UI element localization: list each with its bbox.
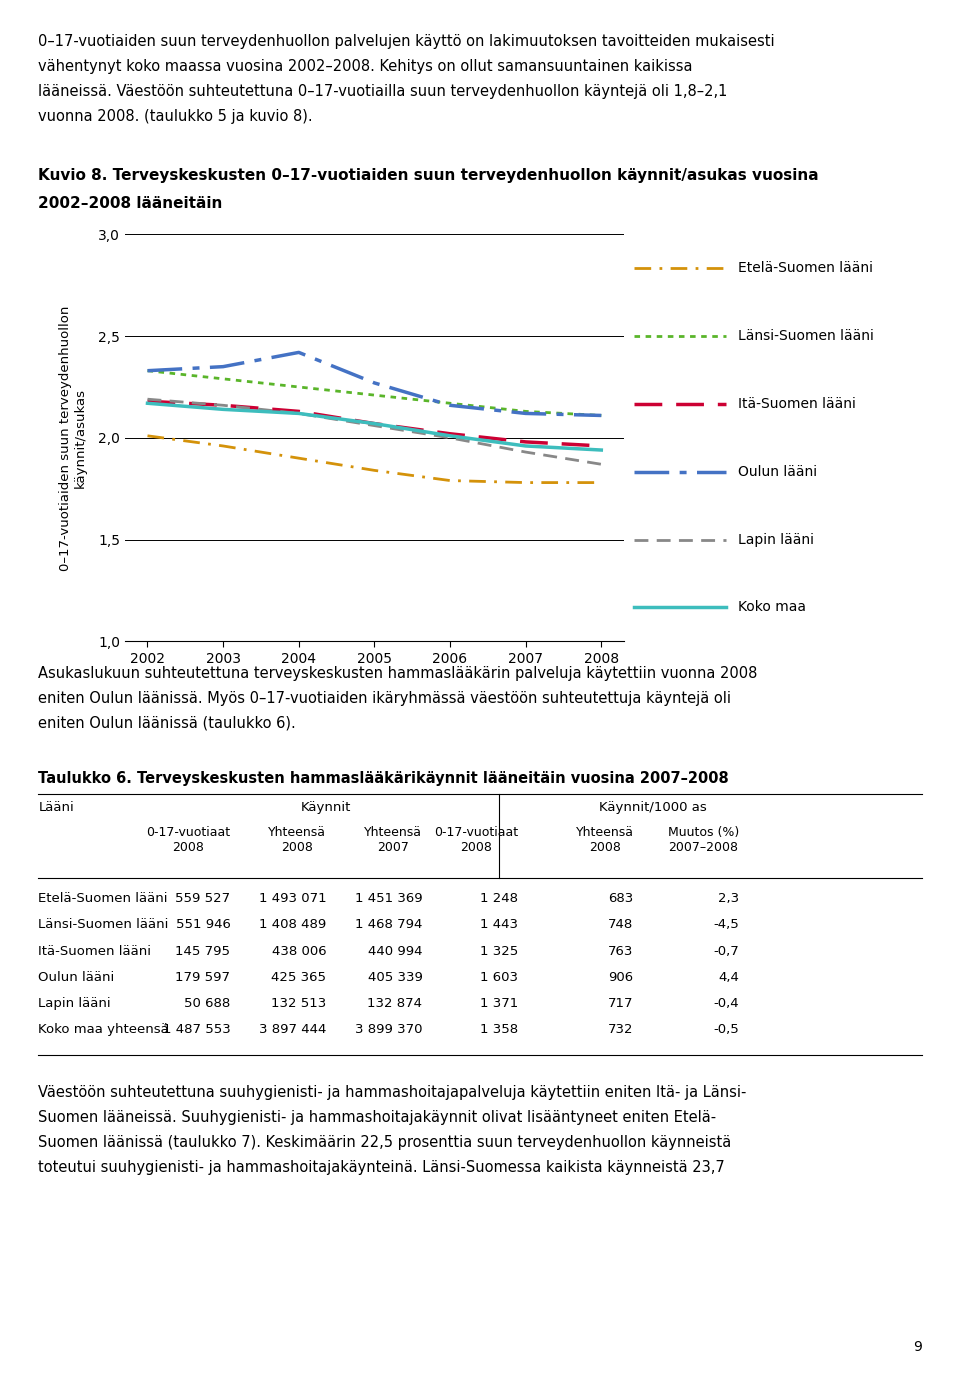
Text: Länsi-Suomen lääni: Länsi-Suomen lääni <box>738 330 874 343</box>
Y-axis label: 0–17-vuotiaiden suun terveydenhuollon
käynnit/asukas: 0–17-vuotiaiden suun terveydenhuollon kä… <box>59 305 86 571</box>
Text: -4,5: -4,5 <box>713 918 739 931</box>
Text: Väestöön suhteutettuna suuhygienisti- ja hammashoitajapalveluja käytettiin enite: Väestöön suhteutettuna suuhygienisti- ja… <box>38 1085 747 1100</box>
Text: 425 365: 425 365 <box>272 971 326 983</box>
Text: 405 339: 405 339 <box>368 971 422 983</box>
Text: Asukaslukuun suhteutettuna terveyskeskusten hammaslääkärin palveluja käytettiin : Asukaslukuun suhteutettuna terveyskeskus… <box>38 666 757 681</box>
Text: Koko maa: Koko maa <box>738 600 806 614</box>
Text: Etelä-Suomen lääni: Etelä-Suomen lääni <box>738 262 873 276</box>
Text: 717: 717 <box>608 997 634 1009</box>
Text: 438 006: 438 006 <box>272 945 326 957</box>
Text: Kuvio 8. Terveyskeskusten 0–17-vuotiaiden suun terveydenhuollon käynnit/asukas v: Kuvio 8. Terveyskeskusten 0–17-vuotiaide… <box>38 168 819 183</box>
Text: Lapin lääni: Lapin lääni <box>38 997 111 1009</box>
Text: 1 358: 1 358 <box>480 1023 518 1036</box>
Text: -0,5: -0,5 <box>713 1023 739 1036</box>
Text: 3 897 444: 3 897 444 <box>259 1023 326 1036</box>
Text: vuonna 2008. (taulukko 5 ja kuvio 8).: vuonna 2008. (taulukko 5 ja kuvio 8). <box>38 109 313 124</box>
Text: Yhteensä
2008: Yhteensä 2008 <box>576 826 634 854</box>
Text: Käynnit/1000 as: Käynnit/1000 as <box>599 801 707 814</box>
Text: Oulun lääni: Oulun lääni <box>738 465 817 479</box>
Text: -0,4: -0,4 <box>713 997 739 1009</box>
Text: -0,7: -0,7 <box>713 945 739 957</box>
Text: Itä-Suomen lääni: Itä-Suomen lääni <box>38 945 152 957</box>
Text: 763: 763 <box>609 945 634 957</box>
Text: 1 493 071: 1 493 071 <box>259 892 326 905</box>
Text: Käynnit: Käynnit <box>301 801 351 814</box>
Text: Länsi-Suomen lääni: Länsi-Suomen lääni <box>38 918 169 931</box>
Text: Yhteensä
2007: Yhteensä 2007 <box>365 826 422 854</box>
Text: Lapin lääni: Lapin lääni <box>738 532 814 546</box>
Text: 1 408 489: 1 408 489 <box>259 918 326 931</box>
Text: 4,4: 4,4 <box>718 971 739 983</box>
Text: 132 874: 132 874 <box>368 997 422 1009</box>
Text: Muutos (%)
2007–2008: Muutos (%) 2007–2008 <box>668 826 739 854</box>
Text: 1 325: 1 325 <box>480 945 518 957</box>
Text: 906: 906 <box>609 971 634 983</box>
Text: 3 899 370: 3 899 370 <box>355 1023 422 1036</box>
Text: 9: 9 <box>913 1340 922 1354</box>
Text: 732: 732 <box>608 1023 634 1036</box>
Text: Oulun lääni: Oulun lääni <box>38 971 114 983</box>
Text: 440 994: 440 994 <box>368 945 422 957</box>
Text: Suomen lääneissä. Suuhygienisti- ja hammashoitajakäynnit olivat lisääntyneet eni: Suomen lääneissä. Suuhygienisti- ja hamm… <box>38 1110 716 1125</box>
Text: Taulukko 6. Terveyskeskusten hammaslääkärikäynnit lääneitäin vuosina 2007–2008: Taulukko 6. Terveyskeskusten hammaslääkä… <box>38 771 730 786</box>
Text: toteutui suuhygienisti- ja hammashoitajakäynteinä. Länsi-Suomessa kaikista käynn: toteutui suuhygienisti- ja hammashoitaja… <box>38 1160 725 1175</box>
Text: eniten Oulun läänissä. Myös 0–17-vuotiaiden ikäryhmässä väestöön suhteutettuja k: eniten Oulun läänissä. Myös 0–17-vuotiai… <box>38 691 732 706</box>
Text: lääneissä. Väestöön suhteutettuna 0–17-vuotiailla suun terveydenhuollon käyntejä: lääneissä. Väestöön suhteutettuna 0–17-v… <box>38 84 728 99</box>
Text: vähentynyt koko maassa vuosina 2002–2008. Kehitys on ollut samansuuntainen kaiki: vähentynyt koko maassa vuosina 2002–2008… <box>38 59 693 74</box>
Text: 179 597: 179 597 <box>176 971 230 983</box>
Text: Koko maa yhteensä: Koko maa yhteensä <box>38 1023 169 1036</box>
Text: 0-17-vuotiaat
2008: 0-17-vuotiaat 2008 <box>146 826 230 854</box>
Text: 748: 748 <box>609 918 634 931</box>
Text: 50 688: 50 688 <box>184 997 230 1009</box>
Text: 132 513: 132 513 <box>271 997 326 1009</box>
Text: 1 451 369: 1 451 369 <box>355 892 422 905</box>
Text: 551 946: 551 946 <box>176 918 230 931</box>
Text: Suomen läänissä (taulukko 7). Keskimäärin 22,5 prosenttia suun terveydenhuollon : Suomen läänissä (taulukko 7). Keskimääri… <box>38 1135 732 1150</box>
Text: 559 527: 559 527 <box>176 892 230 905</box>
Text: 1 248: 1 248 <box>480 892 518 905</box>
Text: 1 371: 1 371 <box>480 997 518 1009</box>
Text: 2,3: 2,3 <box>718 892 739 905</box>
Text: Itä-Suomen lääni: Itä-Suomen lääni <box>738 397 856 411</box>
Text: 145 795: 145 795 <box>176 945 230 957</box>
Text: 0–17-vuotiaiden suun terveydenhuollon palvelujen käyttö on lakimuutoksen tavoitt: 0–17-vuotiaiden suun terveydenhuollon pa… <box>38 34 775 50</box>
Text: eniten Oulun läänissä (taulukko 6).: eniten Oulun läänissä (taulukko 6). <box>38 716 296 731</box>
Text: Yhteensä
2008: Yhteensä 2008 <box>269 826 326 854</box>
Text: Etelä-Suomen lääni: Etelä-Suomen lääni <box>38 892 168 905</box>
Text: 0-17-vuotiaat
2008: 0-17-vuotiaat 2008 <box>434 826 518 854</box>
Text: 683: 683 <box>609 892 634 905</box>
Text: 1 603: 1 603 <box>480 971 518 983</box>
Text: 2002–2008 lääneitäin: 2002–2008 lääneitäin <box>38 196 223 211</box>
Text: 1 443: 1 443 <box>480 918 518 931</box>
Text: Lääni: Lääni <box>38 801 74 814</box>
Text: 1 468 794: 1 468 794 <box>355 918 422 931</box>
Text: 1 487 553: 1 487 553 <box>162 1023 230 1036</box>
